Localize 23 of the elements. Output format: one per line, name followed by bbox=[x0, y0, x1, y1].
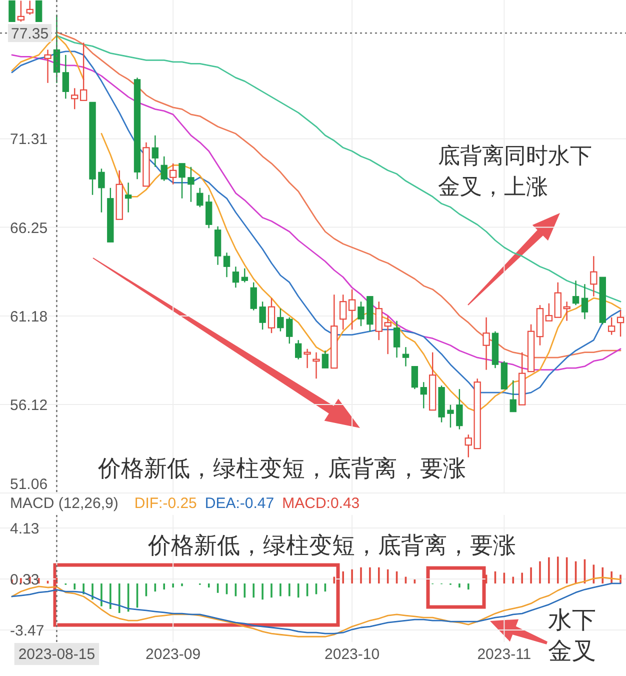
annotation: 金叉 bbox=[548, 638, 596, 665]
annotation: 水下 bbox=[548, 607, 596, 634]
y-tick-label: 61.18 bbox=[10, 308, 48, 326]
y-tick-label: 51.06 bbox=[10, 476, 48, 493]
x-tick-label: 2023-10 bbox=[324, 646, 380, 663]
chart-title: MACD (12,26,9) bbox=[10, 495, 118, 512]
y-tick-label: 56.12 bbox=[10, 396, 48, 414]
annotation: 底背离同时水下 bbox=[438, 143, 592, 168]
ref-line-label: 77.35 bbox=[11, 26, 49, 43]
text: MACD:0.43 bbox=[282, 495, 360, 512]
y-tick-label: -3.47 bbox=[10, 622, 44, 640]
annotation: 价格新低，绿柱变短，底背离，要涨 bbox=[97, 455, 466, 481]
x-tick-label: 2023-11 bbox=[477, 646, 532, 663]
y-tick-label: 71.31 bbox=[10, 131, 48, 148]
text: DIF:-0.25 bbox=[134, 495, 197, 512]
x-tick-label: 2023-09 bbox=[146, 646, 201, 663]
y-tick-label: 0.33 bbox=[10, 572, 40, 589]
annotation: 金叉，上涨 bbox=[438, 174, 548, 199]
annotation: 价格新低，绿柱变短，底背离，要涨 bbox=[147, 532, 516, 558]
y-tick-label: 4.13 bbox=[10, 520, 40, 538]
text: DEA:-0.47 bbox=[204, 495, 274, 512]
x-tick-label: 2023-08-15 bbox=[18, 646, 96, 663]
y-tick-label: 66.25 bbox=[10, 220, 48, 237]
